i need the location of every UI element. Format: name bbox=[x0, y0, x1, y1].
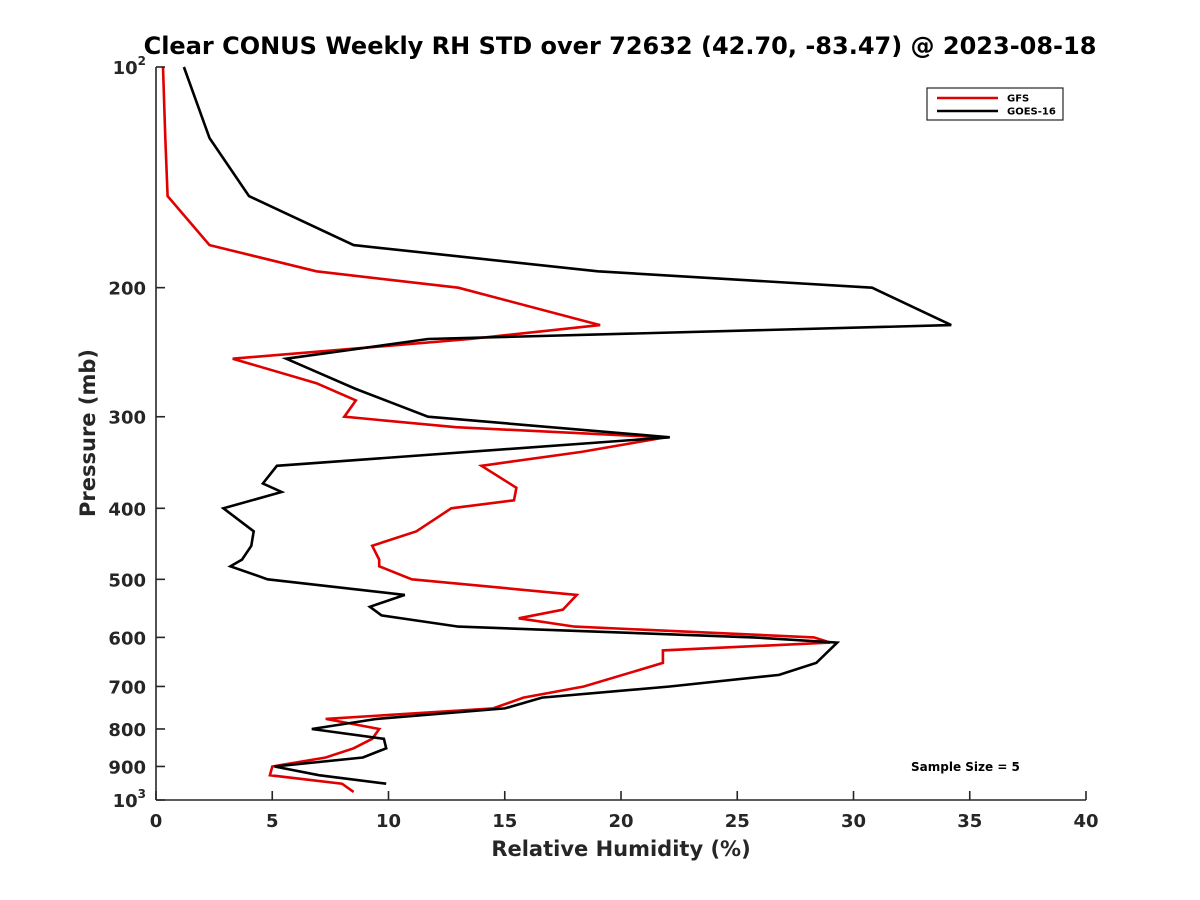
x-tick-label: 10 bbox=[376, 811, 401, 832]
legend-label-goes-16: GOES-16 bbox=[1007, 107, 1056, 118]
x-tick-label: 40 bbox=[1073, 811, 1098, 832]
x-tick-label: 5 bbox=[266, 811, 279, 832]
x-tick-label: 30 bbox=[841, 811, 866, 832]
x-tick-label: 35 bbox=[957, 811, 982, 832]
y-tick-label: 900 bbox=[108, 757, 146, 778]
series-line-goes-16 bbox=[182, 66, 952, 785]
legend-label-gfs: GFS bbox=[1007, 94, 1029, 105]
series-line-gfs bbox=[161, 66, 831, 793]
x-tick-label: 0 bbox=[150, 811, 163, 832]
chart-title: Clear CONUS Weekly RH STD over 72632 (42… bbox=[144, 32, 1097, 60]
x-axis-label: Relative Humidity (%) bbox=[491, 837, 750, 861]
y-tick-label: 600 bbox=[108, 628, 146, 649]
y-tick-label: 800 bbox=[108, 720, 146, 741]
y-tick-label: 200 bbox=[108, 279, 146, 300]
x-tick-label: 25 bbox=[725, 811, 750, 832]
x-ticks-group: 0 5 10 15 20 25 30 35 40 bbox=[150, 791, 1099, 832]
y-tick-label: 700 bbox=[108, 677, 146, 698]
x-tick-label: 20 bbox=[608, 811, 633, 832]
y-tick-label: 400 bbox=[108, 499, 146, 520]
plot-series-group bbox=[161, 66, 952, 793]
legend-box bbox=[926, 87, 1064, 121]
y-tick-label: 102 bbox=[113, 54, 146, 79]
y-tick-label: 300 bbox=[108, 408, 146, 429]
sample-size-annotation: Sample Size = 5 bbox=[911, 760, 1020, 774]
legend: GFS GOES-16 bbox=[926, 87, 1064, 121]
y-tick-label: 500 bbox=[108, 570, 146, 591]
x-tick-label: 15 bbox=[492, 811, 517, 832]
y-axis-label: Pressure (mb) bbox=[76, 349, 100, 517]
